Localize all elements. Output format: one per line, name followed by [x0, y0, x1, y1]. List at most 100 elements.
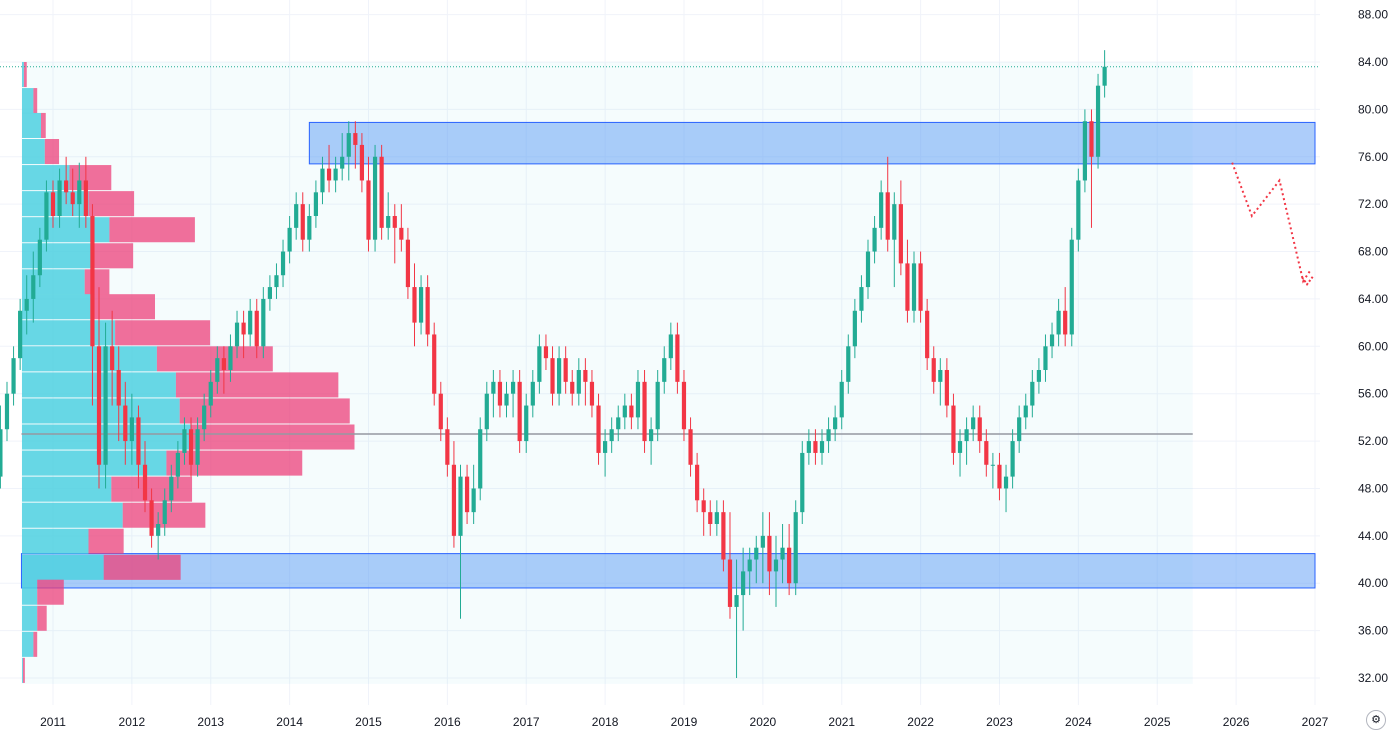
candle-body — [596, 405, 601, 453]
candle-body — [524, 405, 529, 442]
candle-body — [44, 192, 49, 240]
candle-body — [563, 358, 568, 382]
candle-body — [1102, 66, 1107, 86]
candle-body — [570, 381, 575, 394]
candle-body — [188, 429, 194, 465]
candle-body — [412, 287, 417, 323]
volume-profile-up-bar — [22, 112, 41, 138]
candle-body — [622, 405, 627, 418]
zones — [20, 121, 1316, 589]
candle-body — [18, 310, 23, 359]
volume-profile-down-bar — [22, 657, 25, 683]
y-tick-label: 52.00 — [1358, 434, 1388, 448]
candle-body — [1010, 441, 1015, 477]
candle-body — [372, 156, 378, 240]
candle-body — [602, 441, 608, 453]
x-tick-label: 2014 — [276, 715, 303, 729]
candle-body — [1049, 334, 1055, 347]
volume-profile-up-bar — [22, 450, 167, 476]
candle-body — [156, 524, 161, 536]
candle-body — [846, 346, 851, 382]
candle-body — [905, 263, 910, 311]
candle-body — [129, 417, 134, 442]
candle-body — [767, 535, 772, 572]
volume-profile-up-bar — [22, 579, 38, 605]
candle-body — [438, 393, 443, 430]
candle-body — [747, 559, 752, 572]
volume-profile-up-bar — [22, 528, 89, 554]
volume-profile-down-bar — [109, 217, 195, 243]
candle-body — [951, 405, 956, 453]
candle-body — [727, 559, 733, 607]
candle-body — [267, 287, 272, 299]
x-tick-label: 2024 — [1065, 715, 1092, 729]
candle-body — [865, 251, 871, 288]
candle-body — [313, 192, 319, 216]
volume-profile-down-bar — [115, 320, 211, 346]
volume-profile-down-bar — [103, 554, 181, 580]
candle-body — [504, 393, 509, 406]
candle-body — [1082, 121, 1088, 181]
candle-body — [984, 441, 989, 465]
candle-body — [90, 216, 95, 347]
candle-body — [859, 287, 864, 311]
candle-body — [695, 464, 700, 501]
candle-body — [103, 346, 108, 465]
candle-body — [754, 547, 759, 560]
y-tick-label: 68.00 — [1358, 245, 1388, 259]
x-tick-label: 2011 — [40, 715, 66, 729]
y-tick-label: 48.00 — [1358, 481, 1388, 495]
volume-profile-down-bar — [88, 528, 124, 554]
candle-body — [885, 192, 890, 240]
x-tick-label: 2015 — [355, 715, 382, 729]
candle-body — [110, 346, 115, 370]
candle-body — [773, 559, 779, 572]
candle-body — [1063, 310, 1068, 335]
candle-body — [333, 168, 338, 181]
volume-profile-down-bar — [37, 579, 64, 605]
resistance-zone — [308, 121, 1316, 165]
candle-body — [320, 168, 325, 193]
candle-body — [583, 370, 588, 382]
volume-profile-down-bar — [37, 605, 47, 631]
candle-body — [208, 381, 213, 406]
candle-body — [1036, 370, 1041, 382]
volume-profile-down-bar — [94, 243, 134, 269]
x-tick-label: 2021 — [828, 715, 855, 729]
candle-body — [162, 500, 167, 524]
volume-profile-down-bar — [166, 450, 303, 476]
candle-body — [826, 429, 831, 442]
candle-body — [221, 358, 226, 370]
x-tick-label: 2018 — [592, 715, 619, 729]
candle-body — [681, 381, 687, 430]
x-tick-label: 2017 — [513, 715, 540, 729]
candle-body — [649, 429, 654, 442]
candle-body — [911, 263, 917, 311]
candle-body — [136, 417, 141, 465]
candle-body — [741, 571, 746, 596]
gear-icon[interactable]: ⚙ — [1366, 710, 1386, 730]
candle-body — [280, 251, 286, 276]
y-axis: 32.00 36.00 40.00 44.00 48.00 52.00 56.00 60.00… — [1358, 8, 1388, 685]
volume-profile-down-bar — [88, 191, 135, 217]
candle-body — [675, 334, 680, 382]
candle-body — [997, 464, 1002, 489]
candle-body — [142, 464, 148, 501]
volume-profile-up-bar — [22, 62, 24, 88]
candle-body — [971, 417, 976, 430]
candle-body — [609, 429, 614, 442]
candle-body — [11, 358, 16, 394]
x-tick-label: 2016 — [434, 715, 461, 729]
y-tick-label: 36.00 — [1358, 624, 1388, 638]
candle-body — [839, 381, 844, 418]
x-tick-label: 2019 — [671, 715, 698, 729]
candle-body — [241, 322, 246, 335]
candle-body — [248, 310, 253, 335]
candle-body — [787, 547, 792, 584]
y-tick-label: 80.00 — [1358, 102, 1388, 116]
candle-body — [938, 370, 943, 382]
candle-body — [4, 393, 10, 430]
candle-body — [50, 192, 56, 216]
volume-profile-down-bar — [23, 62, 27, 88]
